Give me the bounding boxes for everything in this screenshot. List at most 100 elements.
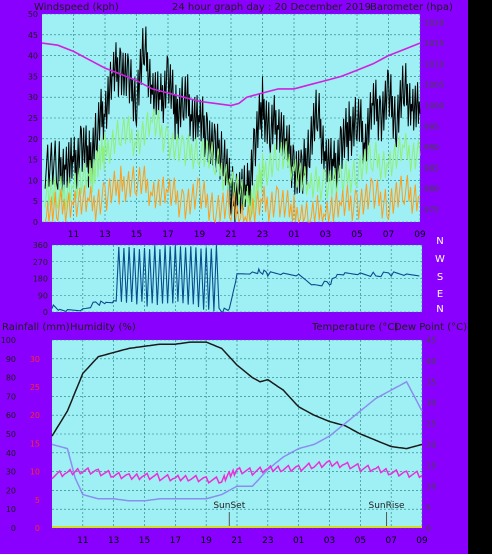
temp-tick-label: 5 [426, 503, 431, 512]
rain-tick-label: 20 [30, 411, 40, 420]
direction-label: E [437, 289, 443, 300]
x-tick-label: 23 [262, 536, 273, 546]
series-line-temperature [51, 341, 423, 450]
humidity-tick-label: 90 [6, 355, 16, 364]
y-tick-label: 35 [28, 72, 38, 81]
x-tick-label: 17 [162, 230, 173, 240]
temp-tick-label: 15 [426, 461, 436, 470]
humidity-tick-label: 100 [1, 336, 16, 345]
y-tick-label: 40 [28, 52, 38, 61]
humidity-tick-label: 60 [6, 411, 16, 420]
series-line-wind-minimum [44, 165, 421, 224]
humidity-tick-label: 80 [6, 374, 16, 383]
right-strip [468, 0, 492, 554]
rain-tick-label: 0 [35, 524, 40, 533]
y-tick-label: 0 [33, 218, 38, 227]
direction-label: N [436, 236, 443, 247]
y-tick-label: 45 [28, 31, 38, 40]
y2-tick-label: 1005 [424, 81, 444, 90]
y-tick-label: 50 [28, 10, 38, 19]
direction-label: S [437, 272, 443, 283]
x-tick-label: 13 [108, 536, 119, 546]
x-tick-label: 09 [416, 536, 428, 546]
dewpoint-axis-label: Dew Point (°C) [394, 322, 467, 333]
humidity-tick-label: 30 [6, 468, 16, 477]
y-tick-label: 20 [28, 135, 38, 144]
x-tick-label: 23 [257, 230, 268, 240]
y-tick-label: 180 [33, 275, 48, 284]
sunset-label: SunSet [213, 501, 245, 511]
x-tick-label: 05 [351, 230, 362, 240]
y2-tick-label: 975 [424, 206, 439, 215]
rain-tick-label: 5 [35, 496, 40, 505]
temperature-axis-label: Temperature (°C) [311, 322, 398, 333]
x-tick-label: 05 [355, 536, 366, 546]
wind-baro-chart: 0510152025303540455097598098599099510001… [28, 10, 445, 240]
y-tick-label: 360 [33, 241, 48, 250]
x-tick-label: 01 [288, 230, 299, 240]
y-tick-label: 270 [33, 258, 48, 267]
y2-tick-label: 985 [424, 164, 439, 173]
y-tick-label: 5 [33, 197, 38, 206]
humidity-tick-label: 10 [6, 505, 16, 514]
x-tick-label: 11 [77, 536, 88, 546]
x-tick-label: 09 [414, 230, 426, 240]
y2-tick-label: 995 [424, 122, 439, 131]
x-tick-label: 01 [293, 536, 304, 546]
series-line-wind-gust [44, 26, 421, 223]
y-tick-label: 90 [38, 291, 48, 300]
series-line-humidity [51, 459, 423, 484]
x-tick-label: 07 [383, 230, 394, 240]
x-tick-label: 21 [231, 536, 242, 546]
rain-tick-label: 25 [30, 383, 40, 392]
y-tick-label: 30 [28, 93, 38, 102]
rain-tick-label: 10 [30, 468, 40, 477]
temp-tick-label: 10 [426, 482, 436, 491]
y-tick-label: 0 [43, 308, 48, 317]
temp-tick-label: 35 [426, 378, 436, 387]
wind-axis-label: Windspeed (kph) [34, 2, 119, 13]
temp-humidity-chart: 0102030405060708090100051015202530051015… [1, 336, 436, 546]
x-tick-label: 07 [385, 536, 396, 546]
graph-title: 24 hour graph day : 20 December 2019 [172, 2, 371, 13]
direction-label: W [435, 254, 445, 265]
y-tick-label: 10 [28, 176, 38, 185]
temp-tick-label: 25 [426, 420, 436, 429]
temp-tick-label: 0 [426, 524, 431, 533]
x-tick-label: 03 [320, 230, 331, 240]
series-line-wind-direction [51, 244, 420, 313]
humidity-tick-label: 70 [6, 392, 16, 401]
series-line-barometer [41, 42, 421, 107]
y2-tick-label: 1015 [424, 39, 444, 48]
humidity-tick-label: 40 [6, 449, 16, 458]
y2-tick-label: 1020 [424, 18, 444, 27]
y2-tick-label: 1000 [424, 102, 444, 111]
temp-tick-label: 30 [426, 399, 436, 408]
y-tick-label: 25 [28, 114, 38, 123]
y-tick-label: 15 [28, 156, 38, 165]
humidity-axis-label: Humidity (%) [70, 322, 136, 333]
x-tick-label: 15 [139, 536, 150, 546]
x-tick-label: 21 [225, 230, 236, 240]
x-tick-label: 03 [324, 536, 335, 546]
rain-tick-label: 15 [30, 439, 40, 448]
x-tick-label: 13 [99, 230, 110, 240]
x-tick-label: 11 [68, 230, 79, 240]
series-line-dew-point [51, 380, 423, 502]
sunrise-label: SunRise [368, 501, 405, 511]
x-tick-label: 15 [131, 230, 142, 240]
temp-tick-label: 40 [426, 357, 436, 366]
series-line-wind-average [44, 108, 421, 221]
temp-tick-label: 20 [426, 440, 436, 449]
humidity-tick-label: 0 [11, 524, 16, 533]
rain-axis-label: Rainfall (mm) [2, 322, 70, 333]
humidity-tick-label: 50 [6, 430, 16, 439]
baro-axis-label: Barometer (hpa) [370, 2, 453, 13]
x-tick-label: 19 [194, 230, 206, 240]
y2-tick-label: 990 [424, 143, 439, 152]
temp-tick-label: 45 [426, 336, 436, 345]
y2-tick-label: 980 [424, 185, 439, 194]
x-tick-label: 19 [200, 536, 212, 546]
direction-label: N [436, 304, 443, 315]
